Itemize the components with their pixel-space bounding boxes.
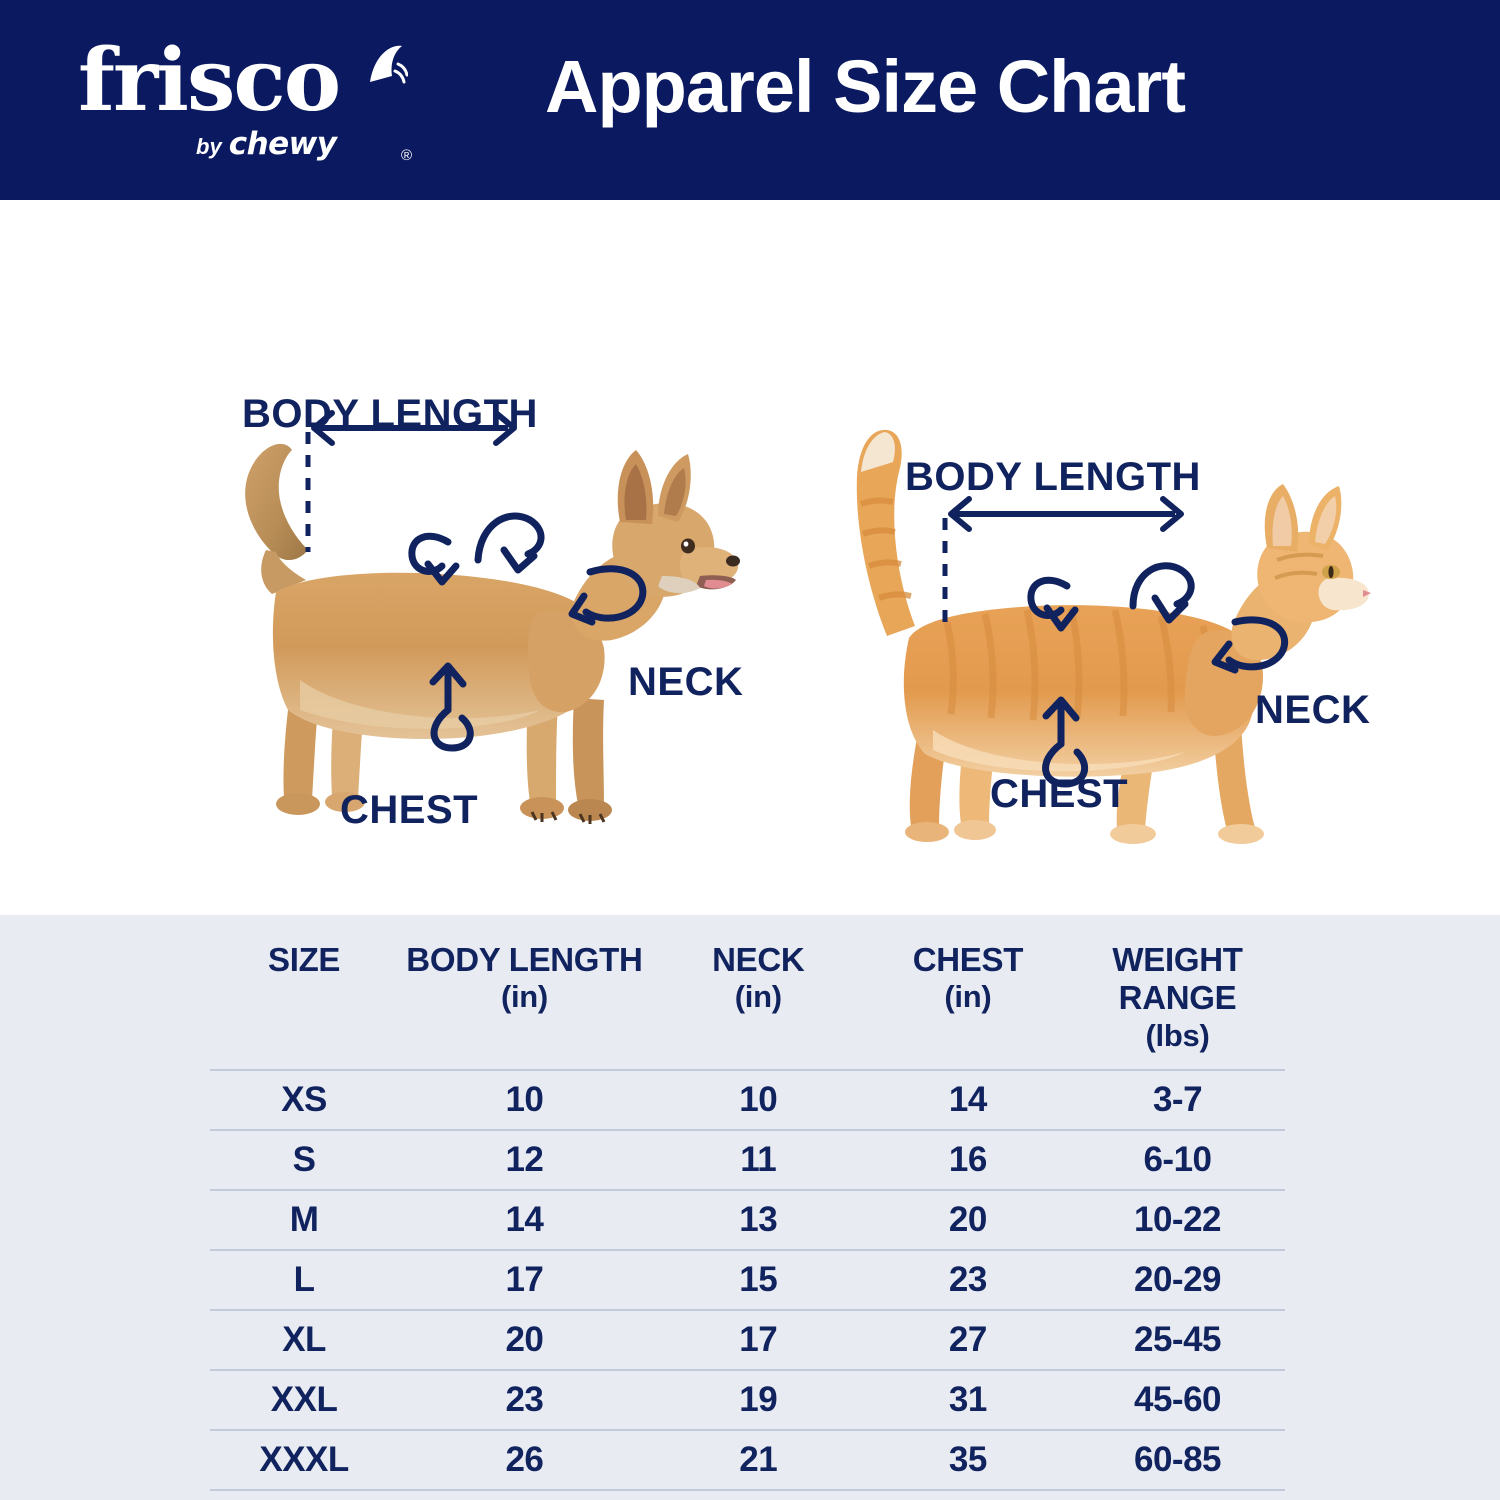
table-row: XXL 23 19 31 45-60 — [210, 1369, 1285, 1431]
cat-illustration — [856, 429, 1371, 844]
logo-wordmark: frisco — [78, 30, 341, 131]
page-title: Apparel Size Chart — [545, 45, 1186, 128]
cat-chest-measure — [1042, 696, 1089, 788]
dog-neck-measure — [568, 565, 647, 626]
dog-body — [272, 572, 598, 739]
column-header-size-label: SIZE — [267, 941, 341, 978]
cat-figure — [815, 400, 1375, 880]
cell-body-length: 14 — [398, 1189, 651, 1251]
dog-chest-measure — [429, 662, 474, 752]
registered-mark: ® — [400, 147, 412, 164]
cell-size: XXL — [210, 1369, 399, 1431]
cell-body-length: 17 — [398, 1249, 651, 1311]
cat-neck-label: NECK — [1255, 688, 1371, 732]
size-table: SIZE BODY LENGTH (in) NECK (in) CHEST (i… — [210, 937, 1285, 1492]
cat-body-length-measure — [942, 496, 1184, 630]
cell-size: XXXL — [210, 1429, 399, 1492]
dog-body-length-measure — [305, 410, 517, 552]
column-header-weight-range: WEIGHT RANGE (lbs) — [1070, 937, 1285, 1070]
cell-weight: 3-7 — [1070, 1069, 1285, 1131]
cell-body-length: 20 — [398, 1309, 651, 1371]
cell-neck: 15 — [650, 1249, 866, 1311]
header-band: frisco ® by chewy Apparel Size Chart — [0, 0, 1500, 200]
size-table-body: XS 10 10 14 3-7 S 12 11 16 6-10 M 14 13 — [210, 1069, 1285, 1492]
cell-size: L — [210, 1249, 399, 1311]
cell-chest: 31 — [865, 1369, 1070, 1431]
cell-neck: 13 — [650, 1189, 866, 1251]
table-row: XXXL 26 21 35 60-85 — [210, 1429, 1285, 1492]
cell-chest: 27 — [865, 1309, 1070, 1371]
cell-weight: 6-10 — [1070, 1129, 1285, 1191]
dog-illustration — [245, 410, 740, 824]
dog-body-length-label: BODY LENGTH — [242, 392, 538, 436]
cell-size: M — [210, 1189, 399, 1251]
column-header-body-length-label: BODY LENGTH — [406, 941, 643, 978]
column-header-body-length-unit: (in) — [500, 979, 548, 1015]
column-header-body-length: BODY LENGTH (in) — [398, 937, 651, 1070]
logo-chewy-text: chewy — [228, 126, 337, 162]
dog-chest-back-measure — [408, 532, 460, 586]
cat-chest-back-measure — [1027, 576, 1079, 632]
cell-weight: 10-22 — [1070, 1189, 1285, 1251]
column-header-weight-range-label: WEIGHT RANGE — [1112, 941, 1243, 1017]
dog-neck-back-measure — [474, 512, 545, 574]
cell-weight: 20-29 — [1070, 1249, 1285, 1311]
size-table-head: SIZE BODY LENGTH (in) NECK (in) CHEST (i… — [210, 937, 1285, 1070]
cat-body-length-label: BODY LENGTH — [905, 455, 1201, 499]
cat-neck-measure — [1211, 616, 1289, 674]
table-row: M 14 13 20 10-22 — [210, 1189, 1285, 1251]
cell-size: S — [210, 1129, 399, 1191]
dog-figure — [180, 380, 740, 870]
column-header-weight-range-unit: (lbs) — [1145, 1017, 1210, 1053]
column-header-neck-label: NECK — [712, 941, 805, 978]
cell-chest: 14 — [865, 1069, 1070, 1131]
illustration-area: BODY LENGTH NECK CHEST — [0, 200, 1500, 915]
cell-body-length: 26 — [398, 1429, 651, 1492]
table-row: L 17 15 23 20-29 — [210, 1249, 1285, 1311]
cell-weight: 60-85 — [1070, 1429, 1285, 1492]
column-header-chest-unit: (in) — [944, 979, 992, 1015]
cell-neck: 11 — [650, 1129, 866, 1191]
cell-chest: 20 — [865, 1189, 1070, 1251]
cell-neck: 19 — [650, 1369, 866, 1431]
cell-weight: 45-60 — [1070, 1369, 1285, 1431]
cell-neck: 17 — [650, 1309, 866, 1371]
table-row: S 12 11 16 6-10 — [210, 1129, 1285, 1191]
cell-chest: 16 — [865, 1129, 1070, 1191]
cell-chest: 23 — [865, 1249, 1070, 1311]
column-header-chest-label: CHEST — [912, 941, 1024, 978]
cell-size: XS — [210, 1069, 399, 1131]
cell-weight: 25-45 — [1070, 1309, 1285, 1371]
cat-neck-back-measure — [1129, 562, 1195, 624]
table-row: XL 20 17 27 25-45 — [210, 1309, 1285, 1371]
logo-by-text: by — [196, 134, 222, 159]
table-row: XS 10 10 14 3-7 — [210, 1069, 1285, 1131]
dog-chest-label: CHEST — [340, 788, 479, 832]
cell-neck: 10 — [650, 1069, 866, 1131]
dog-neck-label: NECK — [628, 660, 744, 704]
column-header-chest: CHEST (in) — [866, 937, 1070, 1070]
frisco-logo: frisco ® by chewy — [78, 30, 412, 168]
size-table-area: SIZE BODY LENGTH (in) NECK (in) CHEST (i… — [0, 915, 1500, 1500]
cell-body-length: 10 — [398, 1069, 651, 1131]
cell-size: XL — [210, 1309, 399, 1371]
cat-chest-label: CHEST — [990, 772, 1129, 816]
column-header-neck-unit: (in) — [734, 979, 782, 1015]
dog-tail — [245, 443, 308, 561]
size-table-header-row: SIZE BODY LENGTH (in) NECK (in) CHEST (i… — [210, 937, 1285, 1070]
column-header-neck: NECK (in) — [651, 937, 866, 1070]
cell-chest: 35 — [865, 1429, 1070, 1492]
cell-body-length: 12 — [398, 1129, 651, 1191]
logo-sublockup: by chewy — [196, 126, 378, 162]
cell-body-length: 23 — [398, 1369, 651, 1431]
column-header-size: SIZE — [210, 937, 398, 1070]
cell-neck: 21 — [650, 1429, 866, 1492]
